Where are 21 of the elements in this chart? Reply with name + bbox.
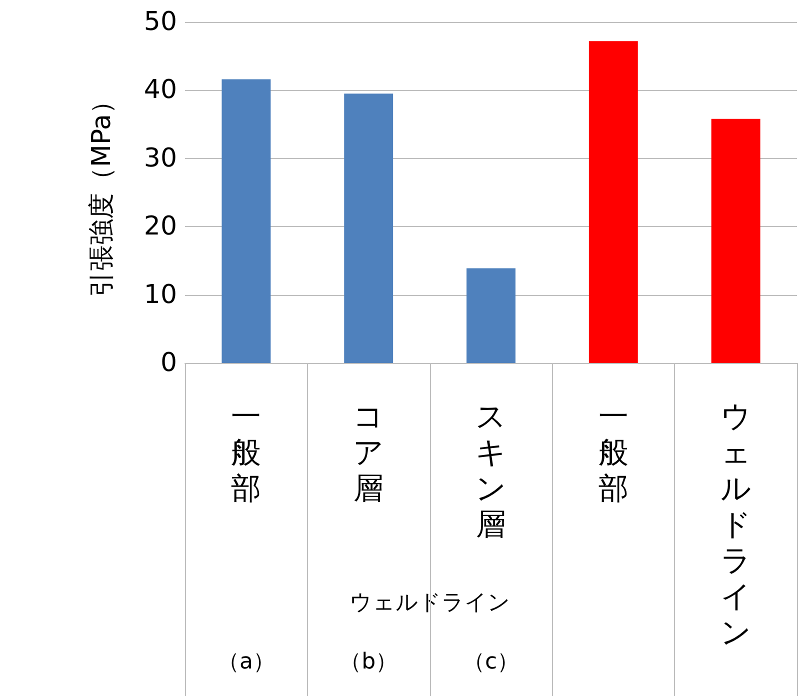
text: （c）	[462, 650, 520, 674]
y-tick-label: 0	[160, 348, 177, 378]
x-tick-label: ウェルドライン	[720, 400, 752, 650]
bar	[466, 268, 516, 363]
x-tick-label: スキン層	[476, 400, 506, 542]
text: ウェルドライン	[349, 590, 510, 616]
bar	[711, 118, 760, 363]
x-tick-label: 一般部	[231, 400, 262, 506]
y-tick-label: 20	[144, 212, 177, 242]
x-tick-label: コア層	[353, 400, 384, 506]
bar	[588, 41, 638, 363]
y-tick-label: 10	[144, 280, 177, 310]
x-tick-label: 一般部	[598, 400, 628, 506]
text: （a）	[217, 650, 275, 674]
text: （b）	[340, 650, 398, 674]
y-tick-label: 50	[144, 7, 177, 37]
y-axis-title: 引張強度（MPa）	[87, 88, 117, 297]
bar	[344, 94, 394, 363]
bar	[222, 79, 271, 363]
y-tick-label: 40	[144, 75, 177, 106]
y-tick-label: 30	[144, 143, 177, 174]
